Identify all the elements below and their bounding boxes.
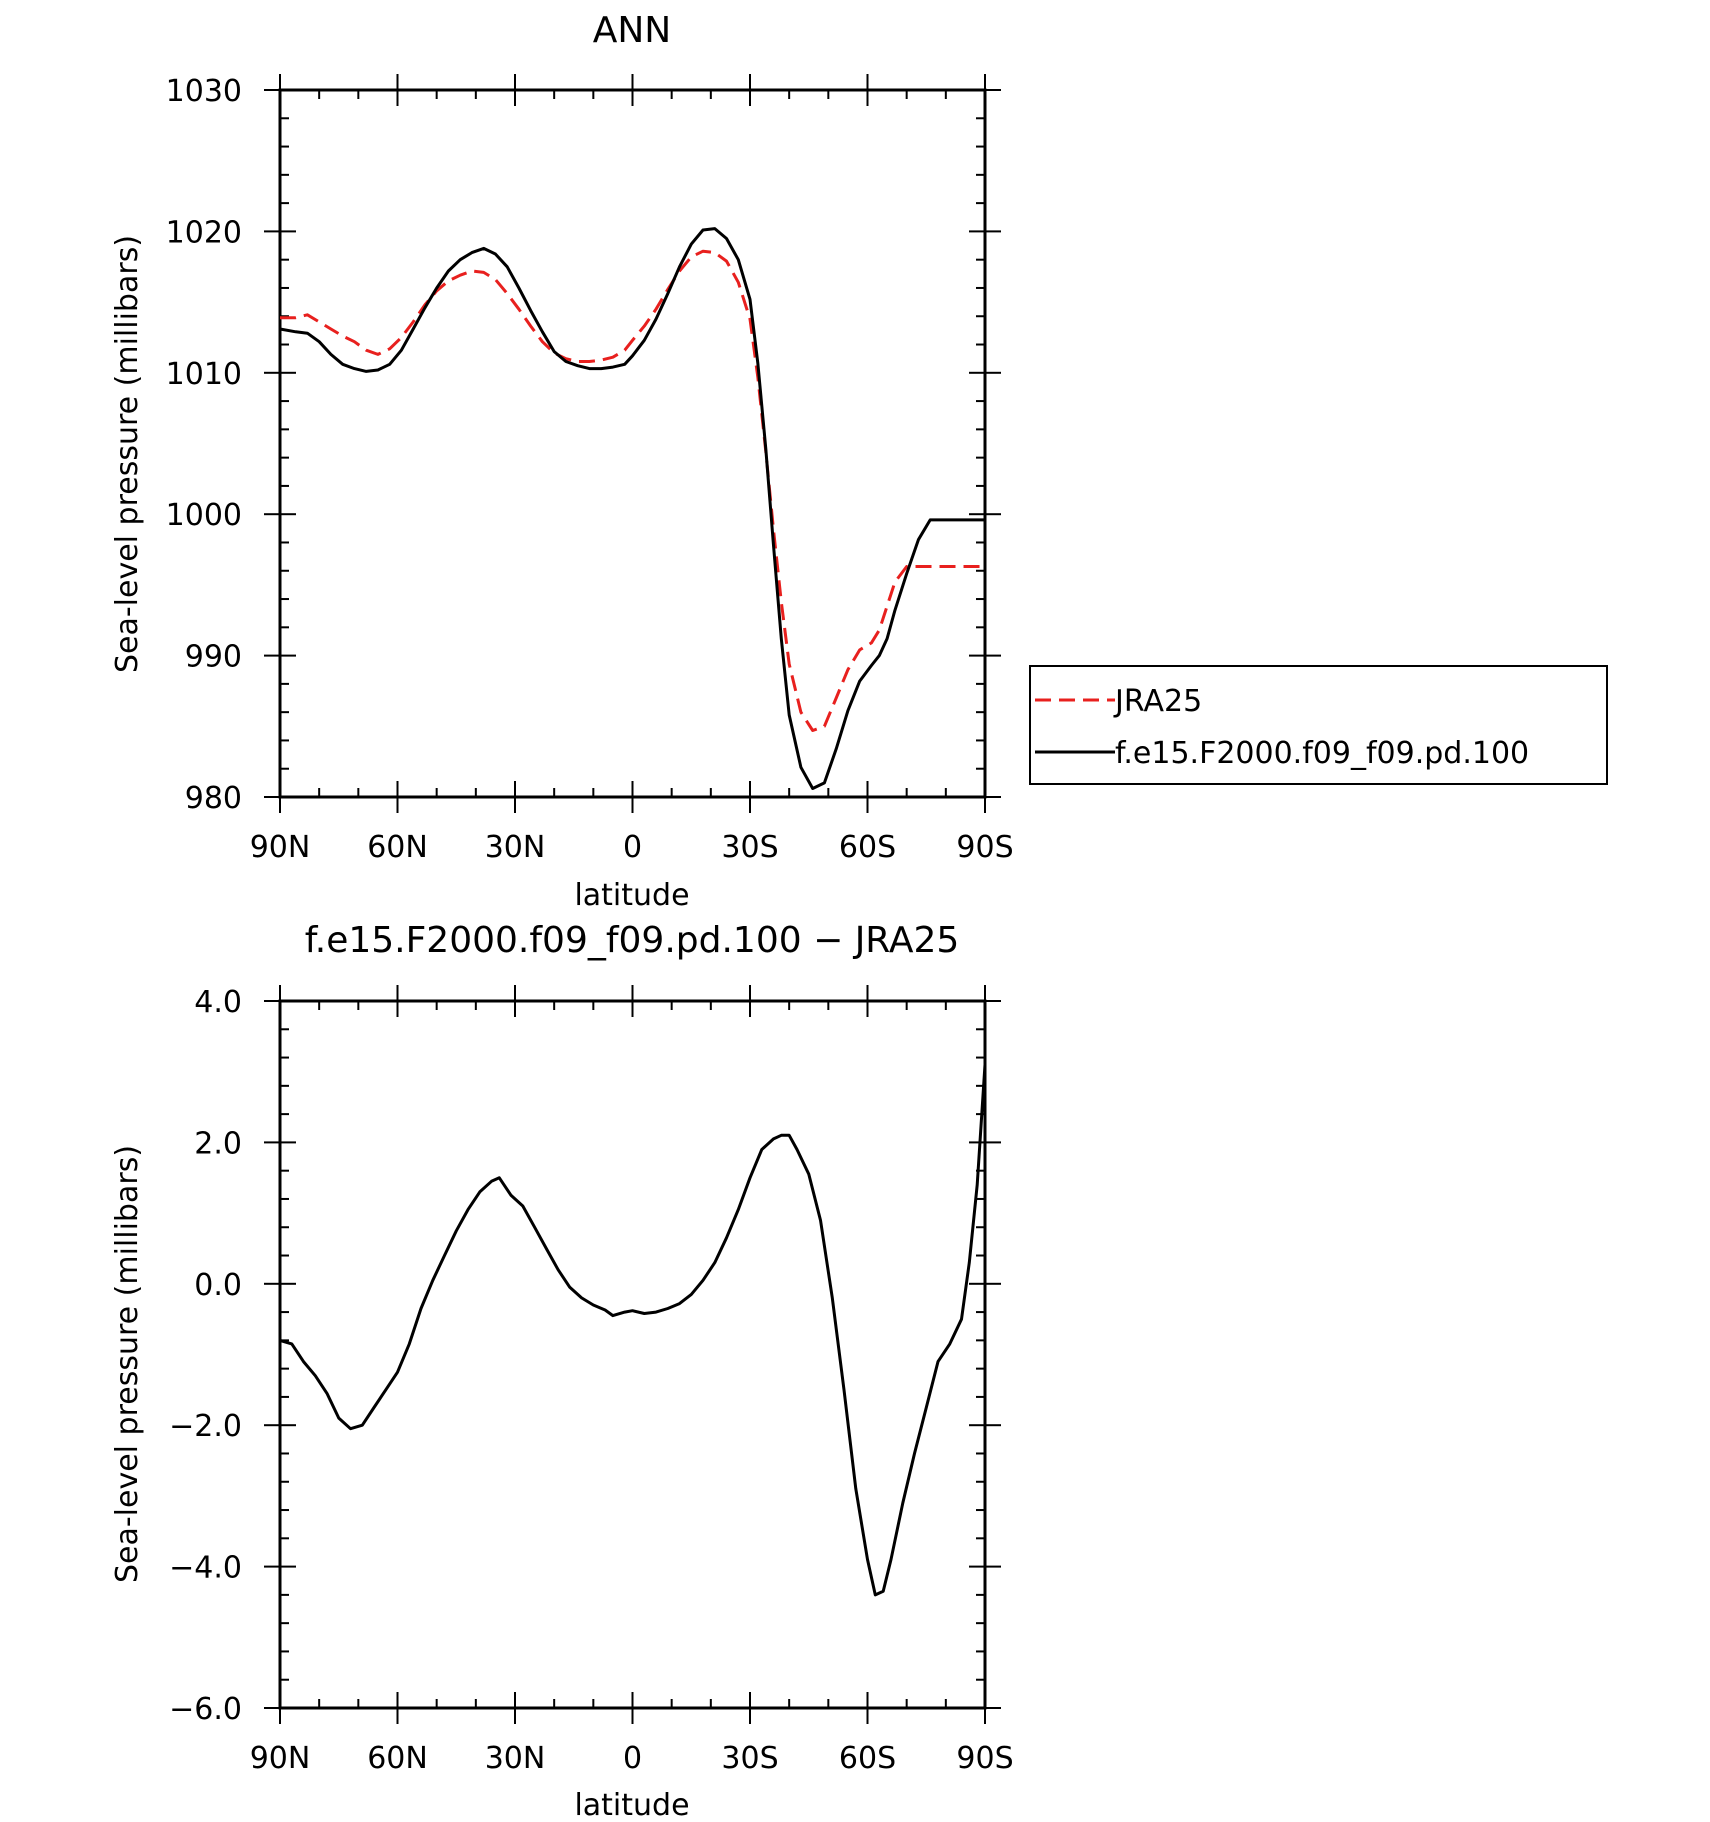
bottom-y-tick-label: −2.0 bbox=[169, 1409, 242, 1444]
top-x-tick-label: 30N bbox=[485, 830, 546, 865]
top-plot-frame bbox=[278, 88, 987, 799]
bottom-chart-title: f.e15.F2000.f09_f09.pd.100 − JRA25 bbox=[305, 920, 960, 961]
top-x-tick-label: 90S bbox=[956, 830, 1013, 865]
top-x-axis-label: latitude bbox=[574, 878, 689, 913]
top-x-tick-label: 60S bbox=[839, 830, 896, 865]
top-y-tick-label: 1020 bbox=[166, 215, 242, 250]
bottom-plot-area: 90N 60N 30N 0 30S 60S 90S −6.0 −4.0 −2.0 0.0 2.0 4.0 bbox=[169, 985, 1014, 1776]
top-x-tick-label: 60N bbox=[367, 830, 428, 865]
bottom-y-axis-label: Sea-level pressure (millibars) bbox=[110, 1145, 145, 1583]
top-plot-area: 90N 60N 30N 0 30S 60S 90S 980 990 1000 1010 1020 103… bbox=[166, 74, 1014, 865]
bottom-panel: f.e15.F2000.f09_f09.pd.100 − JRA25 90N 60… bbox=[110, 920, 1014, 1822]
bottom-x-tick-label: 30N bbox=[485, 1741, 546, 1776]
bottom-series-line-0 bbox=[279, 1064, 987, 1597]
top-x-tick-label: 0 bbox=[623, 830, 642, 865]
legend-label-jra25: JRA25 bbox=[1113, 684, 1202, 719]
bottom-y-tick-label: 0.0 bbox=[194, 1268, 242, 1303]
top-y-tick-label: 990 bbox=[185, 640, 242, 675]
legend: JRA25 f.e15.F2000.f09_f09.pd.100 bbox=[1029, 665, 1608, 785]
legend-box bbox=[1029, 665, 1608, 785]
bottom-x-tick-label: 90S bbox=[956, 1741, 1013, 1776]
top-y-axis-label: Sea-level pressure (millibars) bbox=[110, 235, 145, 673]
top-panel: ANN 90N 60N 30N 0 30S 60S 90S 980 990 1000 1010 102… bbox=[110, 10, 1014, 913]
bottom-x-tick-label: 0 bbox=[623, 1741, 642, 1776]
bottom-x-tick-label: 30S bbox=[721, 1741, 778, 1776]
bottom-y-tick-label: 4.0 bbox=[194, 985, 242, 1020]
bottom-x-tick-label: 90N bbox=[250, 1741, 311, 1776]
top-y-tick-label: 1000 bbox=[166, 498, 242, 533]
bottom-plot-frame bbox=[278, 999, 987, 1710]
top-x-tick-label: 30S bbox=[721, 830, 778, 865]
top-x-tick-label: 90N bbox=[250, 830, 311, 865]
bottom-y-tick-label: −4.0 bbox=[169, 1551, 242, 1586]
bottom-x-tick-label: 60S bbox=[839, 1741, 896, 1776]
top-y-tick-label: 1010 bbox=[166, 357, 242, 392]
top-series-line-1 bbox=[279, 227, 985, 790]
bottom-x-tick-label: 60N bbox=[367, 1741, 428, 1776]
bottom-y-tick-label: 2.0 bbox=[194, 1126, 242, 1161]
top-y-tick-label: 980 bbox=[185, 781, 242, 816]
bottom-y-tick-label: −6.0 bbox=[169, 1692, 242, 1727]
top-series-line-0 bbox=[280, 249, 985, 732]
top-y-tick-label: 1030 bbox=[166, 74, 242, 109]
top-chart-title: ANN bbox=[593, 10, 672, 51]
legend-label-model: f.e15.F2000.f09_f09.pd.100 bbox=[1115, 736, 1529, 771]
bottom-x-axis-label: latitude bbox=[574, 1788, 689, 1822]
